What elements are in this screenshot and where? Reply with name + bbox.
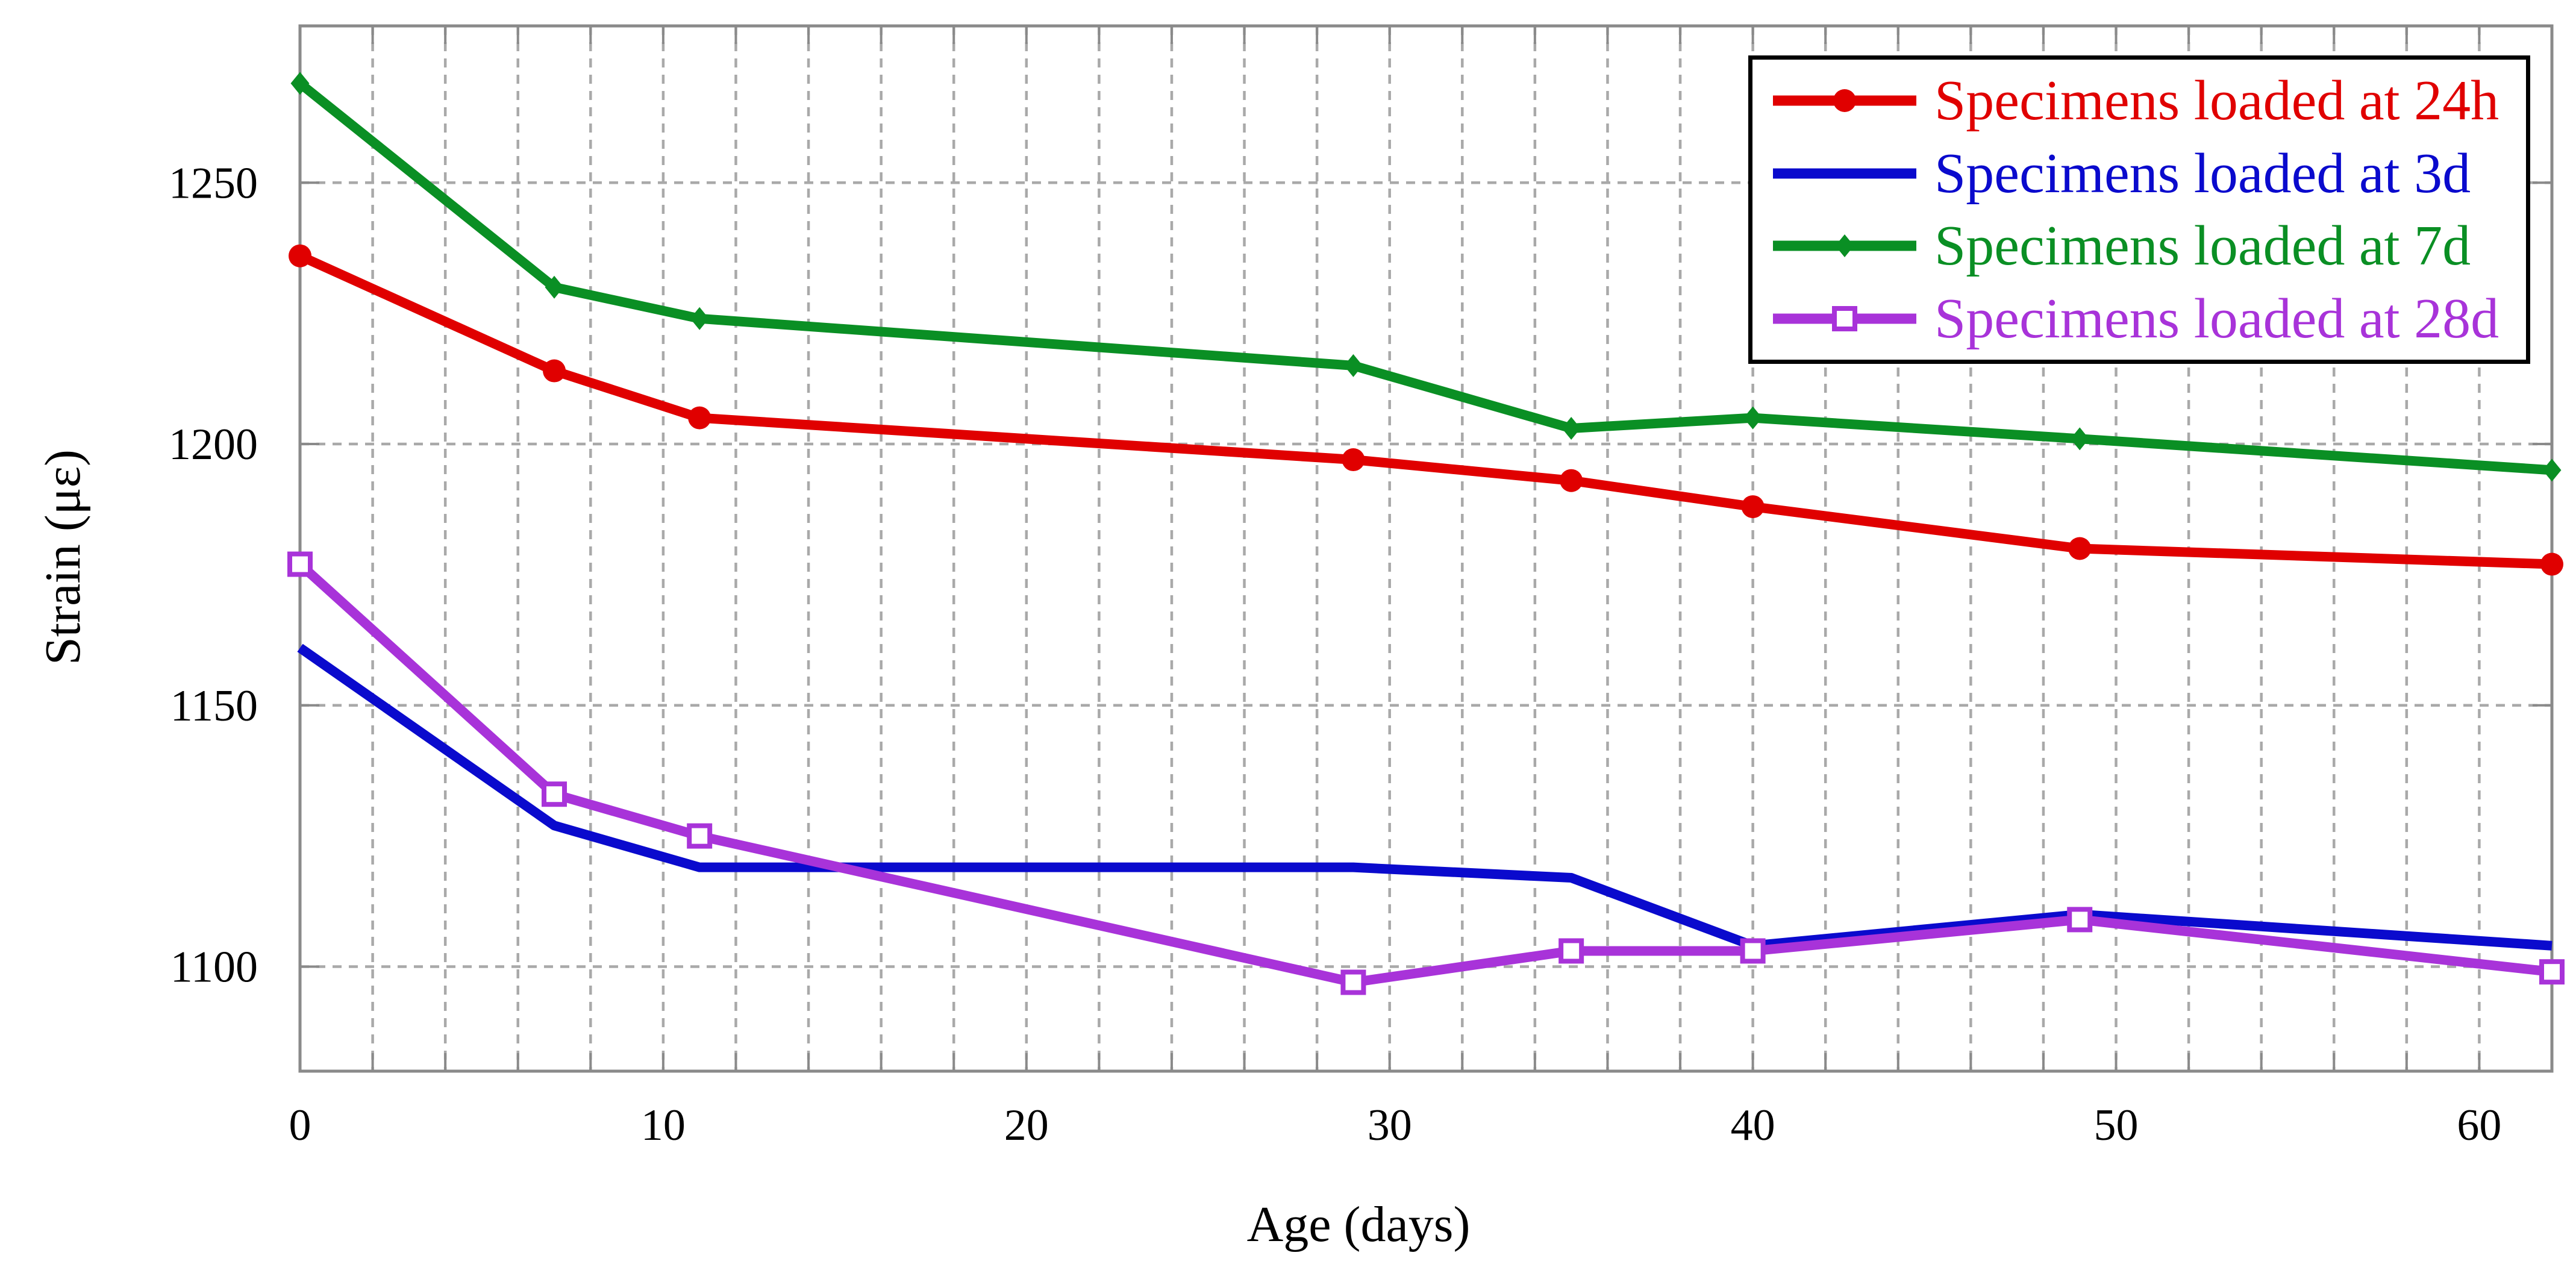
legend-item-3: Specimens loaded at 28d — [1769, 284, 2520, 354]
data-point-marker — [2539, 959, 2565, 985]
x-axis-title: Age (days) — [1246, 1196, 1471, 1252]
data-point-marker — [688, 406, 711, 430]
data-point-marker — [1743, 406, 1763, 430]
data-point-marker — [1343, 354, 1363, 377]
data-point-marker — [1832, 305, 1857, 331]
x-tick-label: 40 — [1731, 1101, 1775, 1150]
legend-item-label: Specimens loaded at 3d — [1934, 142, 2471, 205]
legend-item-label: Specimens loaded at 24h — [1934, 69, 2499, 133]
y-tick-label: 1250 — [169, 158, 258, 208]
data-point-marker — [545, 275, 564, 299]
series-line-0 — [298, 251, 2553, 569]
series-line-1 — [297, 643, 2553, 951]
data-point-marker — [2542, 458, 2562, 482]
y-tick-label: 1100 — [170, 943, 258, 992]
data-point-marker — [2540, 552, 2563, 576]
series-line-3 — [296, 560, 2553, 987]
data-point-marker — [2070, 427, 2089, 451]
legend-item-label: Specimens loaded at 7d — [1934, 214, 2471, 278]
data-point-marker — [690, 307, 709, 330]
legend-item-2: Specimens loaded at 7d — [1769, 211, 2520, 281]
data-point-marker — [287, 551, 313, 577]
legend-item-0: Specimens loaded at 24h — [1769, 66, 2520, 136]
legend-filled-circle-sample — [1773, 89, 1916, 113]
data-point-marker — [289, 244, 311, 267]
data-point-marker — [1562, 416, 1581, 440]
data-point-marker — [1558, 938, 1584, 964]
legend-item-1: Specimens loaded at 3d — [1769, 139, 2520, 208]
legend-none-sample — [1773, 168, 1916, 179]
data-point-marker — [1833, 89, 1856, 113]
data-point-marker — [1342, 448, 1365, 472]
y-axis-title: Strain (με) — [35, 449, 91, 665]
legend: Specimens loaded at 24h Specimens loaded … — [1748, 55, 2530, 364]
data-point-marker — [543, 359, 566, 383]
data-point-marker — [687, 823, 713, 849]
x-tick-label: 50 — [2094, 1101, 2139, 1150]
data-point-marker — [1740, 938, 1766, 964]
y-tick-label: 1150 — [170, 681, 258, 731]
data-point-marker — [542, 781, 567, 807]
x-tick-label: 0 — [289, 1101, 311, 1150]
data-point-marker — [1741, 495, 1765, 519]
series-line-2 — [296, 80, 2553, 475]
x-tick-label: 10 — [641, 1101, 686, 1150]
legend-item-label: Specimens loaded at 28d — [1934, 287, 2499, 350]
x-tick-label: 20 — [1004, 1101, 1049, 1150]
legend-open-square-sample — [1773, 305, 1916, 331]
data-point-marker — [290, 72, 310, 95]
x-tick-label: 30 — [1368, 1101, 1412, 1150]
data-point-marker — [1560, 469, 1583, 492]
data-point-marker — [2068, 537, 2092, 560]
legend-filled-diamond-sample — [1773, 234, 1916, 258]
data-point-marker — [1340, 969, 1366, 995]
data-point-marker — [1835, 234, 1854, 258]
x-tick-label: 60 — [2457, 1101, 2501, 1150]
data-point-marker — [2067, 907, 2093, 933]
plot-border — [298, 24, 2554, 1073]
y-tick-label: 1200 — [169, 420, 258, 469]
